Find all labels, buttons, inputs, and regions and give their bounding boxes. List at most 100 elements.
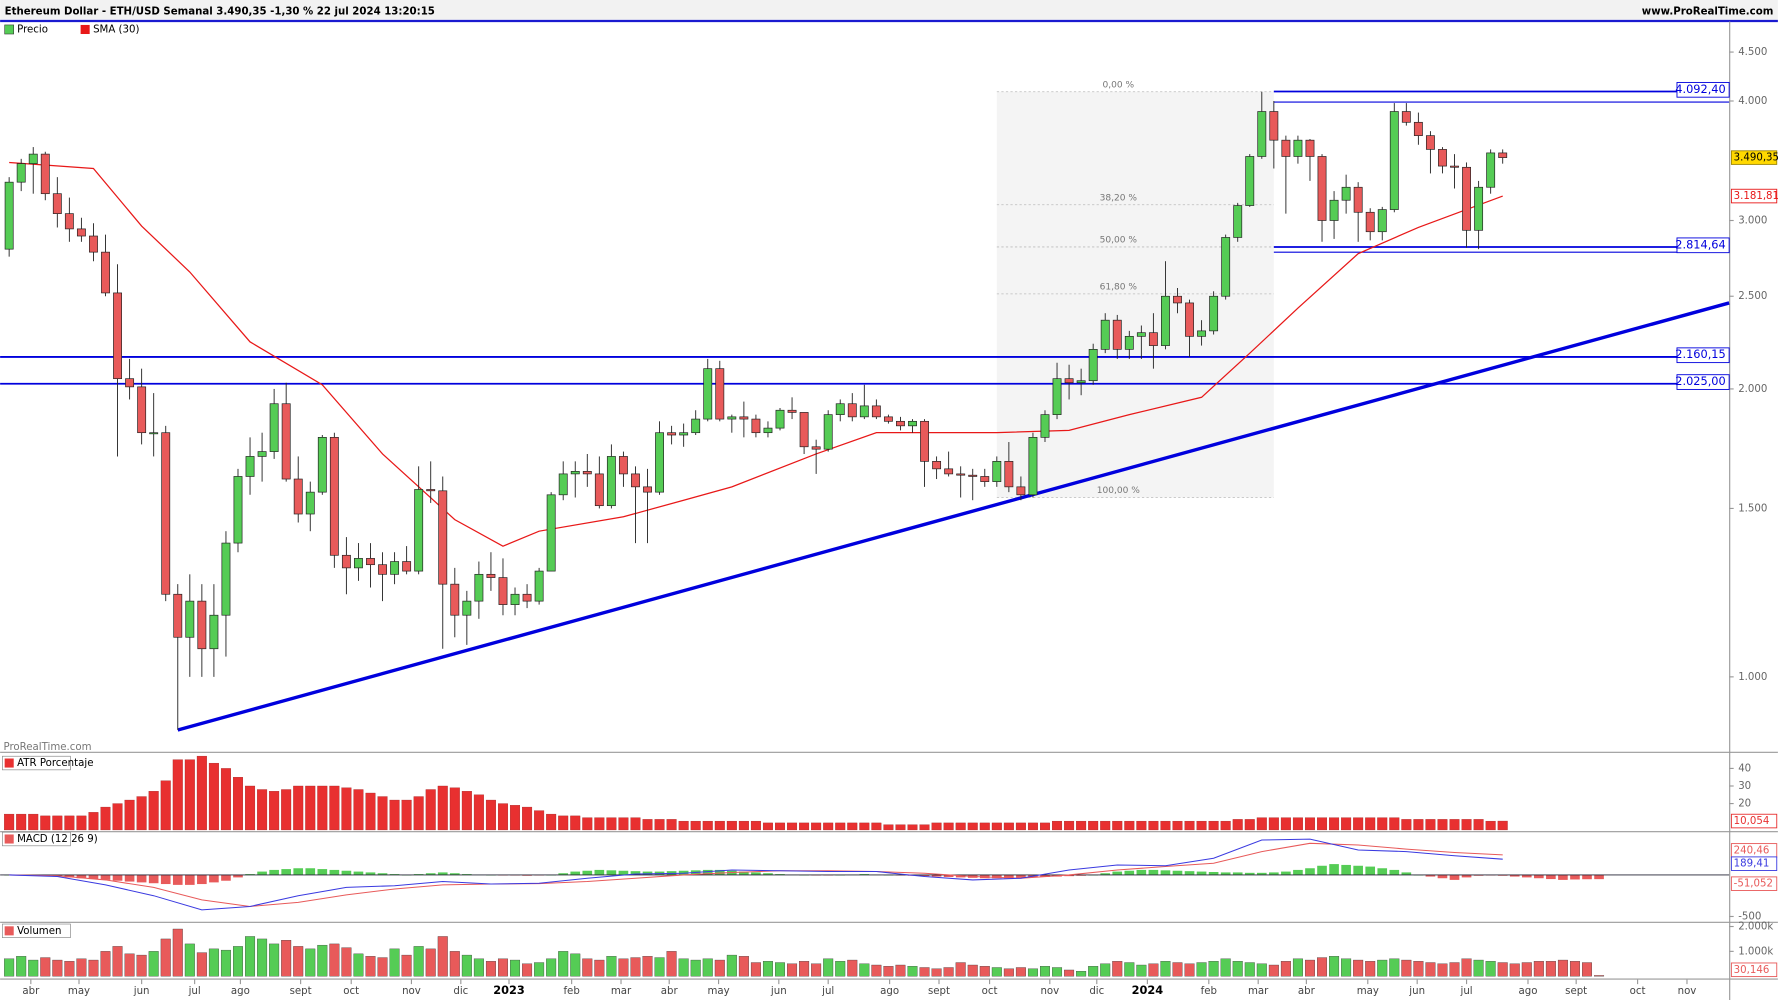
candle-body xyxy=(1377,209,1387,233)
volume-bar xyxy=(1232,961,1243,977)
volume-bar xyxy=(666,951,677,977)
volume-bar xyxy=(4,958,15,977)
macd-histogram-bar xyxy=(233,874,243,878)
x-tick-label: jul xyxy=(1459,986,1472,997)
atr-bar xyxy=(305,785,316,831)
macd-histogram-bar xyxy=(449,873,460,875)
macd-histogram-bar xyxy=(1437,874,1448,879)
x-tick-label: ago xyxy=(231,986,250,997)
candle-body xyxy=(1389,111,1399,210)
candle-body xyxy=(896,420,905,427)
volume-bar xyxy=(859,963,870,977)
volume-bar xyxy=(1545,961,1556,977)
candle-body xyxy=(1257,111,1267,157)
candle-body xyxy=(1052,378,1062,415)
volume-bar xyxy=(329,943,340,977)
candle-body xyxy=(679,432,689,436)
atr-bar xyxy=(991,822,1002,831)
candle-body xyxy=(534,570,544,602)
candle-body xyxy=(1317,156,1327,221)
volume-value-label-box xyxy=(1730,962,1778,978)
macd-histogram-bar xyxy=(1317,865,1327,875)
atr-bar xyxy=(437,785,448,831)
macd-histogram-bar xyxy=(763,873,773,875)
histogram-value-label-box xyxy=(1730,876,1778,891)
candle-body xyxy=(835,403,845,415)
volume-bar xyxy=(425,948,436,977)
volume-bar xyxy=(124,953,135,977)
macd-histogram-bar xyxy=(1509,874,1520,877)
candle-body xyxy=(920,420,929,462)
atr-bar xyxy=(1304,817,1315,831)
volume-bar xyxy=(245,936,256,977)
macd-histogram-bar xyxy=(112,874,123,881)
atr-bar xyxy=(1124,820,1135,831)
macd-histogram-bar xyxy=(1136,869,1147,875)
volume-bar xyxy=(726,954,737,977)
volume-bar xyxy=(172,928,183,977)
volume-bar xyxy=(233,946,243,977)
volume-bar xyxy=(196,952,207,977)
atr-bar xyxy=(1064,820,1075,831)
atr-bar xyxy=(257,789,268,831)
atr-bar xyxy=(4,813,15,831)
candle-body xyxy=(1124,335,1134,350)
volume-bar xyxy=(606,956,617,977)
fib-label: 38,20 % xyxy=(1100,193,1138,203)
candle-body xyxy=(390,561,400,575)
candle-body xyxy=(823,414,833,450)
volume-bar xyxy=(100,951,111,977)
y-tick-label: 30 xyxy=(1738,781,1751,792)
atr-bar xyxy=(377,796,388,831)
level-box xyxy=(1676,374,1730,390)
macd-histogram-bar xyxy=(64,874,75,878)
x-tick-label: sept xyxy=(1565,986,1587,997)
volume-bar xyxy=(1015,967,1026,977)
macd-histogram-bar xyxy=(1112,871,1123,875)
macd-histogram-bar xyxy=(1004,874,1014,879)
atr-bar xyxy=(1027,822,1038,831)
candle-body xyxy=(968,474,978,477)
candle-body xyxy=(883,416,893,422)
volume-bar xyxy=(1449,962,1460,977)
x-tick-label: dic xyxy=(1089,986,1104,997)
macd-histogram-bar xyxy=(88,874,99,880)
atr-bar xyxy=(1389,817,1400,831)
atr-bar xyxy=(184,759,195,831)
macd-histogram-bar xyxy=(124,874,135,882)
atr-bar xyxy=(196,755,207,831)
trendline xyxy=(177,301,1730,732)
volume-bar xyxy=(485,961,496,977)
watermark: ProRealTime.com xyxy=(4,742,92,753)
macd-histogram-bar xyxy=(1064,874,1074,877)
atr-bar xyxy=(1100,820,1111,831)
candle-body xyxy=(1161,295,1170,346)
legend-box xyxy=(2,923,71,938)
volume-bar xyxy=(1064,969,1075,977)
candle-body xyxy=(1365,211,1375,233)
candle-body xyxy=(486,573,496,578)
volume-bar xyxy=(281,940,292,977)
volume-bar xyxy=(1377,959,1388,977)
volume-bar xyxy=(136,954,147,977)
legend-swatch xyxy=(4,926,14,936)
macd-histogram-bar xyxy=(1461,874,1472,878)
macd-histogram-bar xyxy=(425,873,436,875)
candle-body xyxy=(1173,295,1182,304)
volume-bar xyxy=(1112,961,1123,977)
candle-body xyxy=(546,494,556,572)
macd-histogram-bar xyxy=(1148,869,1159,875)
volume-bar xyxy=(1196,962,1207,977)
volume-bar xyxy=(293,946,304,977)
volume-bar xyxy=(1268,964,1279,977)
atr-bar xyxy=(919,824,930,831)
macd-histogram-bar xyxy=(1582,874,1592,880)
candle-body xyxy=(1185,302,1194,337)
candle-body xyxy=(414,489,424,572)
legend-swatch xyxy=(4,758,14,768)
atr-bar xyxy=(811,822,822,831)
atr-bar xyxy=(365,792,376,831)
volume-bar xyxy=(1569,961,1580,977)
candle-body xyxy=(847,403,857,418)
x-tick-label: jun xyxy=(1408,986,1425,997)
